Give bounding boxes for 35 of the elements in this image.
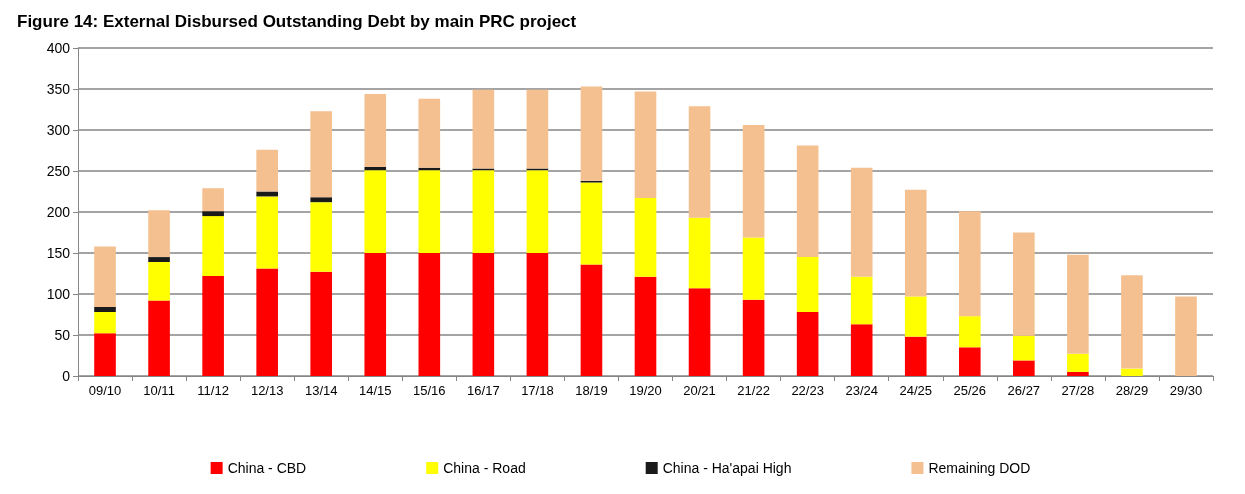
x-tick-label: 19/20: [629, 383, 662, 398]
y-tick-label: 200: [46, 204, 71, 220]
legend-label: China - Ha'apai High: [662, 460, 792, 476]
y-tick-label: 50: [54, 327, 71, 343]
legend-label: China - Road: [443, 460, 526, 476]
y-tick-label: 100: [46, 286, 71, 302]
y-tick-label: 400: [46, 40, 71, 56]
x-tick-label: 26/27: [1007, 383, 1041, 398]
x-tick-label: 09/10: [88, 383, 122, 398]
x-tick-label: 23/24: [845, 383, 878, 398]
x-tick-label: 15/16: [413, 383, 446, 398]
x-tick-label: 22/23: [791, 383, 824, 398]
x-tick-label: 20/21: [683, 383, 716, 398]
x-tick-label: 27/28: [1061, 383, 1095, 398]
x-tick-label: 18/19: [575, 383, 608, 398]
y-tick-label: 250: [46, 163, 71, 179]
x-tick-label: 13/14: [304, 383, 338, 398]
x-tick-label: 17/18: [521, 383, 554, 398]
x-tick-label: 14/15: [358, 383, 392, 398]
legend-label: Remaining DOD: [928, 460, 1031, 476]
chart-title: Figure 14: External Disbursed Outstanding Debt by main PRC project: [17, 12, 577, 31]
x-tick-label: 28/29: [1115, 383, 1149, 398]
x-tick-label: 21/22: [737, 383, 770, 398]
legend-label: China - CBD: [227, 460, 307, 476]
y-tick-label: 350: [46, 81, 71, 97]
x-tick-label: 24/25: [899, 383, 933, 398]
x-tick-label: 16/17: [467, 383, 500, 398]
y-tick-label: 0: [62, 368, 71, 384]
x-tick-label: 29/30: [1169, 383, 1203, 398]
x-tick-label: 10/11: [143, 383, 175, 398]
x-tick-label: 11/12: [197, 383, 229, 398]
y-tick-label: 300: [46, 122, 71, 138]
x-tick-label: 12/13: [250, 383, 284, 398]
y-tick-label: 150: [46, 245, 71, 261]
x-tick-label: 25/26: [953, 383, 987, 398]
